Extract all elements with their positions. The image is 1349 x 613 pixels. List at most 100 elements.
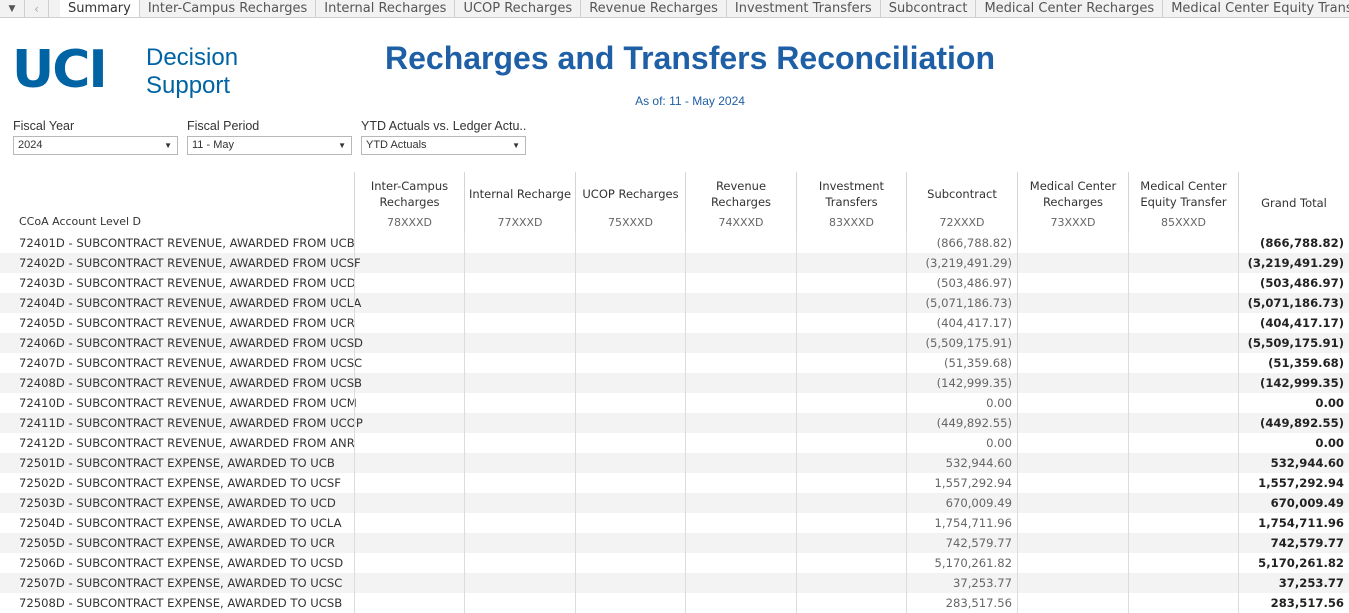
grand-total-value: 5,170,261.82 <box>1238 553 1349 573</box>
empty-cell <box>796 373 906 393</box>
column-header-code: 85XXXD <box>1160 216 1207 229</box>
empty-cell <box>1017 593 1128 613</box>
table-row[interactable]: 72410D - SUBCONTRACT REVENUE, AWARDED FR… <box>0 393 1349 413</box>
empty-cell <box>464 273 575 293</box>
empty-cell <box>1128 473 1238 493</box>
table-row[interactable]: 72502D - SUBCONTRACT EXPENSE, AWARDED TO… <box>0 473 1349 493</box>
table-row[interactable]: 72501D - SUBCONTRACT EXPENSE, AWARDED TO… <box>0 453 1349 473</box>
table-row[interactable]: 72508D - SUBCONTRACT EXPENSE, AWARDED TO… <box>0 593 1349 613</box>
tab-strip: Summary Inter-Campus Recharges Internal Re… <box>60 0 1349 17</box>
column-header-code: 77XXXD <box>497 216 543 229</box>
table-row[interactable]: 72406D - SUBCONTRACT REVENUE, AWARDED FR… <box>0 333 1349 353</box>
row-label: 72502D - SUBCONTRACT EXPENSE, AWARDED TO… <box>19 476 341 490</box>
row-label: 72404D - SUBCONTRACT REVENUE, AWARDED FR… <box>19 296 362 310</box>
fiscal-year-label: Fiscal Year <box>13 119 75 133</box>
ytd-actuals-select[interactable]: YTD Actuals ▼ <box>361 136 526 155</box>
empty-cell <box>464 413 575 433</box>
empty-cell <box>464 373 575 393</box>
empty-cell <box>464 513 575 533</box>
grand-total-value: (5,509,175.91) <box>1238 333 1349 353</box>
subcontract-value: (449,892.55) <box>906 413 1017 433</box>
column-header-code: 75XXXD <box>607 216 654 229</box>
empty-cell <box>1128 413 1238 433</box>
row-label: 72401D - SUBCONTRACT REVENUE, AWARDED FR… <box>19 236 355 250</box>
column-header[interactable]: Medical Center Recharges 73XXXD <box>1017 172 1128 233</box>
column-header[interactable]: UCOP Recharges 75XXXD <box>575 172 685 233</box>
grand-total-value: (5,071,186.73) <box>1238 293 1349 313</box>
empty-cell <box>685 493 796 513</box>
subcontract-value: 532,944.60 <box>906 453 1017 473</box>
column-header[interactable]: Investment Transfers 83XXXD <box>796 172 906 233</box>
empty-cell <box>1128 593 1238 613</box>
empty-cell <box>796 453 906 473</box>
table-row[interactable]: 72412D - SUBCONTRACT REVENUE, AWARDED FR… <box>0 433 1349 453</box>
empty-cell <box>1128 513 1238 533</box>
column-header-name: Grand Total <box>1261 196 1327 210</box>
column-header-name: Revenue Recharges <box>710 179 772 209</box>
tab-medical-center-equity-transfer[interactable]: Medical Center Equity Transfer <box>1163 0 1349 17</box>
empty-cell <box>354 353 464 373</box>
empty-cell <box>685 433 796 453</box>
empty-cell <box>796 533 906 553</box>
table-row[interactable]: 72507D - SUBCONTRACT EXPENSE, AWARDED TO… <box>0 573 1349 593</box>
column-header[interactable]: Internal Recharge 77XXXD <box>464 172 575 233</box>
tab-subcontract[interactable]: Subcontract <box>881 0 977 17</box>
tab-revenue-recharges[interactable]: Revenue Recharges <box>581 0 727 17</box>
empty-cell <box>1017 433 1128 453</box>
table-row[interactable]: 72408D - SUBCONTRACT REVENUE, AWARDED FR… <box>0 373 1349 393</box>
tab-inter-campus-recharges[interactable]: Inter-Campus Recharges <box>140 0 317 17</box>
table-header: CCoA Account Level D Inter-Campus Rechar… <box>0 172 1349 233</box>
fiscal-year-select[interactable]: 2024 ▼ <box>13 136 178 155</box>
table-row[interactable]: 72401D - SUBCONTRACT REVENUE, AWARDED FR… <box>0 233 1349 253</box>
row-header-label: CCoA Account Level D <box>19 215 142 228</box>
tab-medical-center-recharges[interactable]: Medical Center Recharges <box>976 0 1164 17</box>
tab-summary[interactable]: Summary <box>60 0 140 17</box>
table-row[interactable]: 72403D - SUBCONTRACT REVENUE, AWARDED FR… <box>0 273 1349 293</box>
empty-cell <box>1128 293 1238 313</box>
empty-cell <box>1128 353 1238 373</box>
column-header[interactable]: Grand Total <box>1238 172 1349 233</box>
row-label: 72406D - SUBCONTRACT REVENUE, AWARDED FR… <box>19 336 363 350</box>
column-header[interactable]: Inter-Campus Recharges 78XXXD <box>354 172 464 233</box>
column-header[interactable]: Revenue Recharges 74XXXD <box>685 172 796 233</box>
tab-scroll-left-icon[interactable]: ‹ <box>25 0 49 17</box>
subcontract-value: 670,009.49 <box>906 493 1017 513</box>
fiscal-period-select[interactable]: 11 - May ▼ <box>187 136 352 155</box>
empty-cell <box>354 393 464 413</box>
table-row[interactable]: 72503D - SUBCONTRACT EXPENSE, AWARDED TO… <box>0 493 1349 513</box>
tab-investment-transfers[interactable]: Investment Transfers <box>727 0 881 17</box>
table-row[interactable]: 72411D - SUBCONTRACT REVENUE, AWARDED FR… <box>0 413 1349 433</box>
empty-cell <box>575 533 685 553</box>
column-header-code: 72XXXD <box>939 216 985 229</box>
empty-cell <box>685 233 796 253</box>
tab-ucop-recharges[interactable]: UCOP Recharges <box>455 0 582 17</box>
empty-cell <box>464 453 575 473</box>
empty-cell <box>1017 353 1128 373</box>
grand-total-value: 0.00 <box>1238 433 1349 453</box>
column-header-code: 83XXXD <box>828 216 875 229</box>
empty-cell <box>796 593 906 613</box>
table-row[interactable]: 72404D - SUBCONTRACT REVENUE, AWARDED FR… <box>0 293 1349 313</box>
empty-cell <box>354 453 464 473</box>
empty-cell <box>575 353 685 373</box>
column-header[interactable]: Medical Center Equity Transfer 85XXXD <box>1128 172 1238 233</box>
column-header[interactable]: Subcontract 72XXXD <box>906 172 1017 233</box>
empty-cell <box>1017 573 1128 593</box>
empty-cell <box>354 473 464 493</box>
grand-total-value: (3,219,491.29) <box>1238 253 1349 273</box>
empty-cell <box>1128 493 1238 513</box>
empty-cell <box>354 293 464 313</box>
table-row[interactable]: 72405D - SUBCONTRACT REVENUE, AWARDED FR… <box>0 313 1349 333</box>
empty-cell <box>575 593 685 613</box>
table-row[interactable]: 72402D - SUBCONTRACT REVENUE, AWARDED FR… <box>0 253 1349 273</box>
empty-cell <box>685 513 796 533</box>
empty-cell <box>1128 333 1238 353</box>
empty-cell <box>796 333 906 353</box>
row-label: 72501D - SUBCONTRACT EXPENSE, AWARDED TO… <box>19 456 335 470</box>
table-row[interactable]: 72407D - SUBCONTRACT REVENUE, AWARDED FR… <box>0 353 1349 373</box>
table-row[interactable]: 72505D - SUBCONTRACT EXPENSE, AWARDED TO… <box>0 533 1349 553</box>
tab-internal-recharges[interactable]: Internal Recharges <box>316 0 456 17</box>
table-row[interactable]: 72504D - SUBCONTRACT EXPENSE, AWARDED TO… <box>0 513 1349 533</box>
table-row[interactable]: 72506D - SUBCONTRACT EXPENSE, AWARDED TO… <box>0 553 1349 573</box>
tab-list-dropdown-icon[interactable]: ▼ <box>0 0 25 17</box>
